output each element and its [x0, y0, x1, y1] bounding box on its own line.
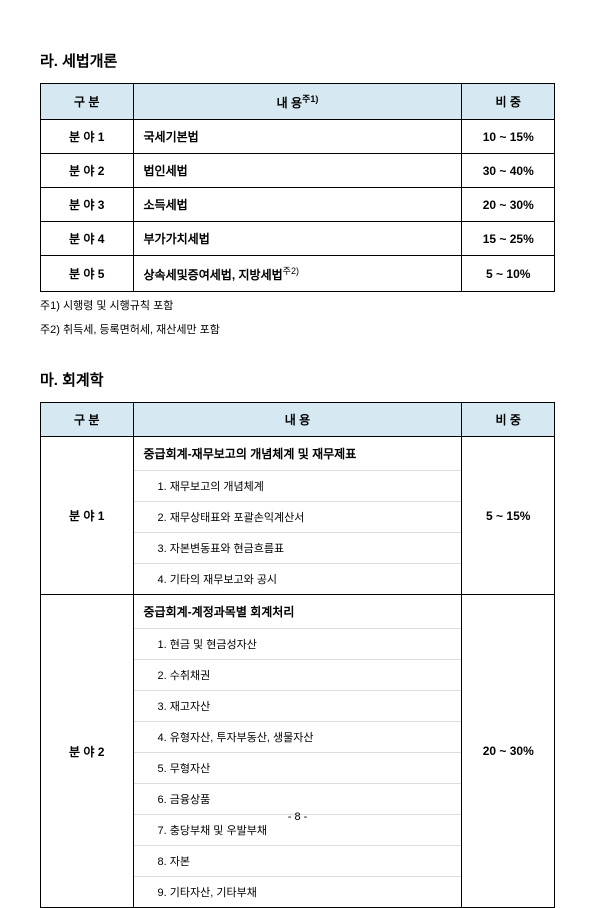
list-item: 2. 재무상태표와 포괄손익계산서: [134, 502, 462, 533]
s1-footnote2: 주2) 취득세, 등록면허세, 재산세만 포함: [40, 322, 555, 340]
section1-title: 라. 세법개론: [40, 50, 555, 71]
list-item: 1. 현금 및 현금성자산: [134, 629, 462, 660]
section2-title: 마. 회계학: [40, 369, 555, 390]
table-row: 분 야 1 국세기본법 10 ~ 15%: [41, 120, 555, 154]
page-number: - 8 -: [0, 811, 595, 823]
table-row-group1: 분 야 1 중급회계-재무보고의 개념체계 및 재무제표 1. 재무보고의 개념…: [41, 437, 555, 595]
group1-subtitle: 중급회계-재무보고의 개념체계 및 재무제표: [134, 437, 462, 471]
list-item: 2. 수취채권: [134, 660, 462, 691]
list-item: 9. 기타자산, 기타부채: [134, 877, 462, 907]
s1-col2-header: 내 용주1): [133, 84, 462, 120]
s2-col1-header: 구 분: [41, 403, 134, 437]
s2-col2-header: 내 용: [133, 403, 462, 437]
section1-table: 구 분 내 용주1) 비 중 분 야 1 국세기본법 10 ~ 15% 분 야 …: [40, 83, 555, 292]
table-row-group2: 분 야 2 중급회계-계정과목별 회계처리 1. 현금 및 현금성자산 2. 수…: [41, 595, 555, 908]
table-row: 분 야 2 법인세법 30 ~ 40%: [41, 154, 555, 188]
list-item: 4. 기타의 재무보고와 공시: [134, 564, 462, 594]
list-item: 3. 자본변동표와 현금흐름표: [134, 533, 462, 564]
table-row: 분 야 4 부가가치세법 15 ~ 25%: [41, 222, 555, 256]
list-item: 4. 유형자산, 투자부동산, 생물자산: [134, 722, 462, 753]
list-item: 3. 재고자산: [134, 691, 462, 722]
list-item: 5. 무형자산: [134, 753, 462, 784]
s1-footnote1: 주1) 시행령 및 시행규칙 포함: [40, 298, 555, 316]
group2-subtitle: 중급회계-계정과목별 회계처리: [134, 595, 462, 629]
table-row: 분 야 3 소득세법 20 ~ 30%: [41, 188, 555, 222]
list-item: 8. 자본: [134, 846, 462, 877]
s1-col1-header: 구 분: [41, 84, 134, 120]
s1-col3-header: 비 중: [462, 84, 555, 120]
section2-table: 구 분 내 용 비 중 분 야 1 중급회계-재무보고의 개념체계 및 재무제표…: [40, 402, 555, 908]
s2-col3-header: 비 중: [462, 403, 555, 437]
list-item: 1. 재무보고의 개념체계: [134, 471, 462, 502]
table-row: 분 야 5 상속세및증여세법, 지방세법주2) 5 ~ 10%: [41, 256, 555, 292]
